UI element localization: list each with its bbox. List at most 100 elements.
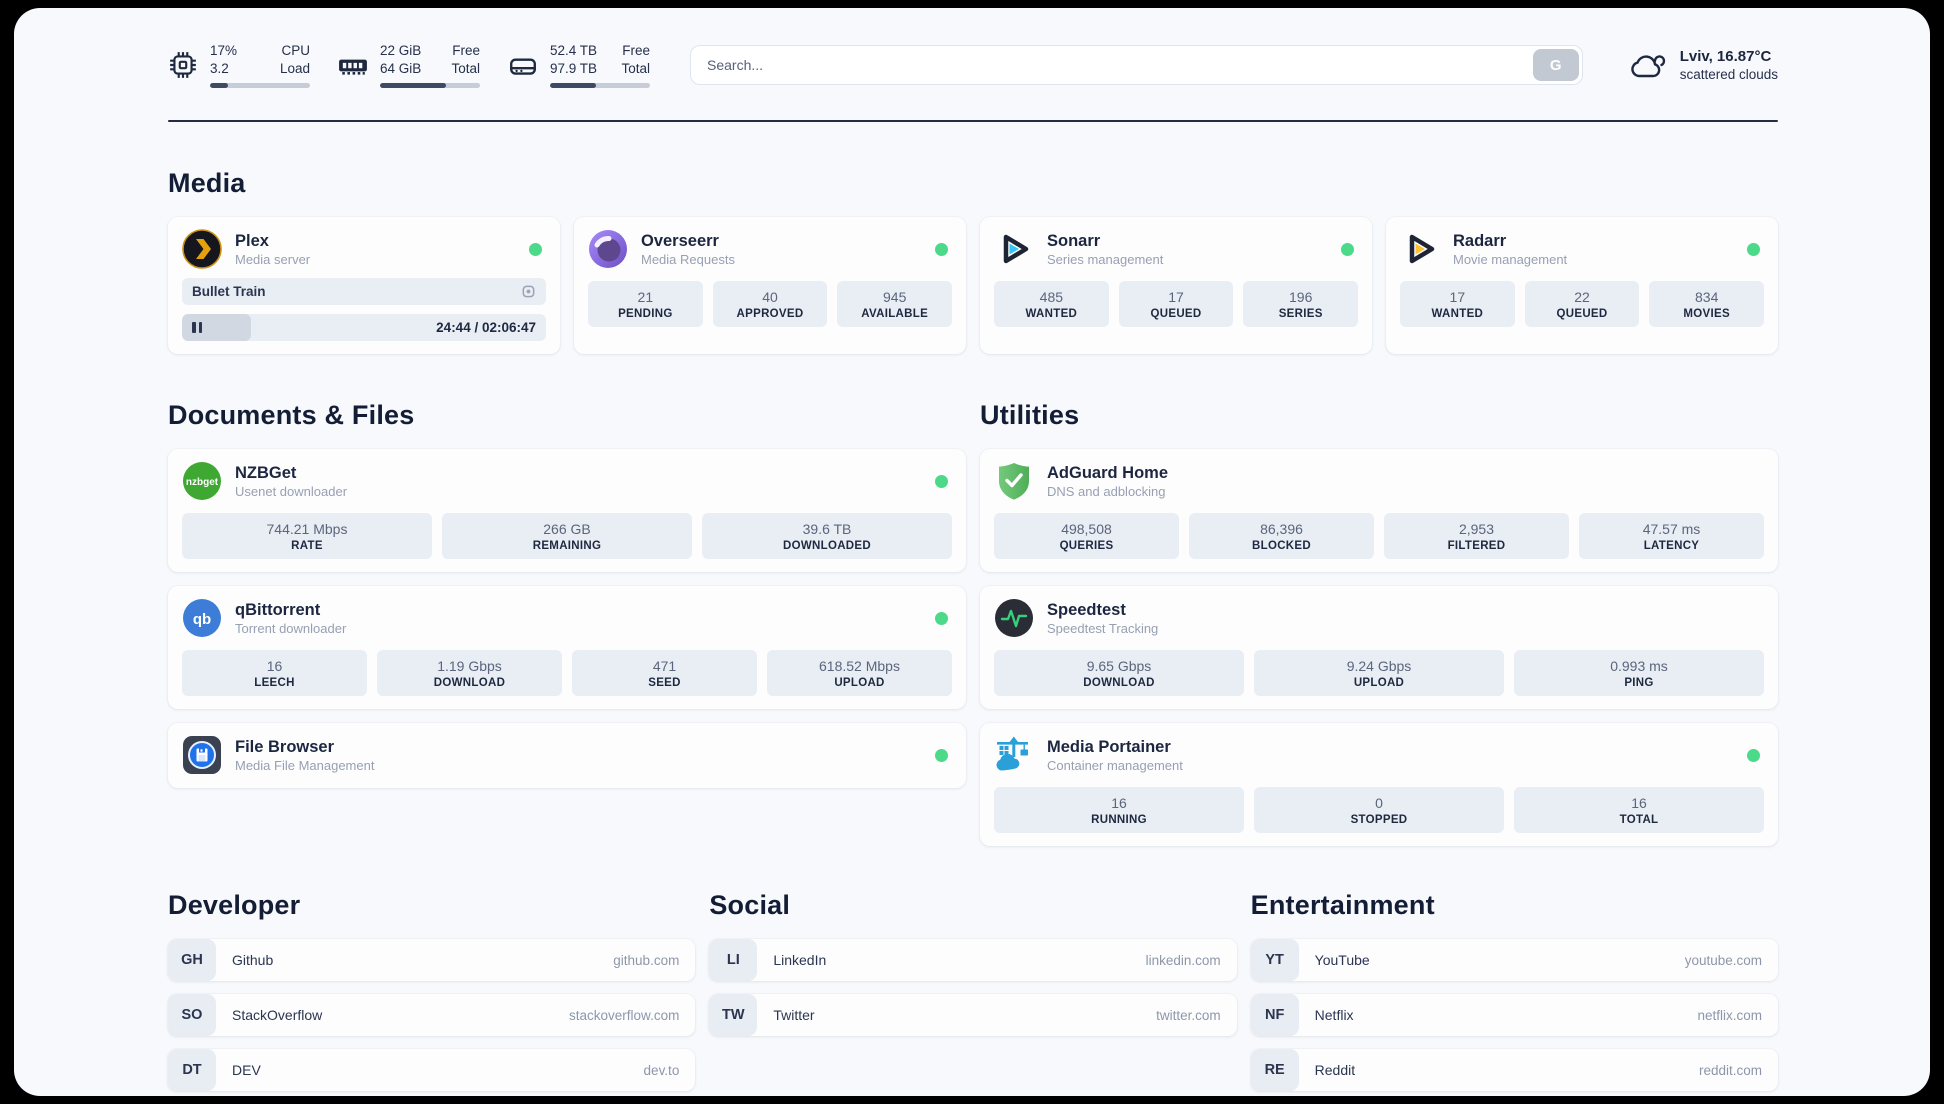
disk-progress-bar <box>550 82 650 88</box>
app-card-adguard[interactable]: AdGuard Home DNS and adblocking 498,508 Q… <box>980 449 1778 572</box>
app-name: Overseerr <box>641 231 719 250</box>
bookmark-name: YouTube <box>1314 952 1370 968</box>
disk-stat: 52.4 TB 97.9 TB Free Total <box>508 42 650 88</box>
stat-queued: 17 QUEUED <box>1118 281 1234 327</box>
bookmark-linkedin[interactable]: LI LinkedIn linkedin.com <box>709 939 1237 981</box>
bookmark-stackoverflow[interactable]: SO StackOverflow stackoverflow.com <box>168 994 696 1036</box>
social-column: Social LI LinkedIn linkedin.com TW Twitt… <box>709 846 1237 1049</box>
bookmark-url: dev.to <box>643 1062 680 1078</box>
speedtest-pulse-icon <box>994 598 1034 638</box>
app-card-qbittorrent[interactable]: qb qBittorrent Torrent downloader <box>168 586 966 709</box>
search-input[interactable] <box>690 45 1583 85</box>
stat-filtered: 2,953 FILTERED <box>1384 513 1569 559</box>
media-grid: Plex Media server Bullet Train <box>168 217 1778 354</box>
weather-location-temp: Lviv, 16.87°C <box>1679 48 1772 65</box>
app-name: Sonarr <box>1047 231 1101 250</box>
bookmark-name: StackOverflow <box>232 1007 323 1023</box>
cpu-progress-bar <box>210 82 310 88</box>
svg-text:nzbget: nzbget <box>186 477 219 488</box>
bookmark-name: Twitter <box>773 1007 815 1023</box>
app-card-plex[interactable]: Plex Media server Bullet Train <box>168 217 560 354</box>
ram-progress-bar <box>380 82 480 88</box>
app-card-filebrowser[interactable]: File Browser Media File Management <box>168 723 966 788</box>
app-card-radarr[interactable]: Radarr Movie management 17 WANTED 22 QUEUE… <box>1386 217 1778 354</box>
viewfinder-icon <box>521 284 536 299</box>
search-bar: G <box>690 45 1583 85</box>
stat-leech: 16 LEECH <box>182 650 367 696</box>
bookmark-abbr: SO <box>168 994 216 1036</box>
stat-series: 196 SERIES <box>1243 281 1359 327</box>
app-subtitle: Series management <box>1047 252 1164 268</box>
top-bar: 17% 3.2 CPU Load <box>168 34 1778 96</box>
dashboard-frame: 17% 3.2 CPU Load <box>14 8 1930 1096</box>
disk-total-value: 97.9 TB <box>550 61 598 76</box>
system-stats: 17% 3.2 CPU Load <box>168 42 650 88</box>
filebrowser-icon <box>182 735 222 775</box>
app-subtitle: DNS and adblocking <box>1047 484 1166 500</box>
app-card-nzbget[interactable]: nzbget NZBGet Usenet downloader 74 <box>168 449 966 572</box>
bookmark-youtube[interactable]: YT YouTube youtube.com <box>1250 939 1778 981</box>
app-name: Speedtest <box>1047 600 1126 619</box>
cpu-load-value: 3.2 <box>210 61 229 76</box>
pause-icon <box>192 322 202 333</box>
stat-wanted: 485 WANTED <box>994 281 1109 327</box>
stat-blocked: 86,396 BLOCKED <box>1189 513 1374 559</box>
adguard-shield-icon <box>994 461 1034 501</box>
entertainment-column: Entertainment YT YouTube youtube.com NF … <box>1250 846 1778 1096</box>
stat-pending: 21 PENDING <box>588 281 703 327</box>
documents-column: Documents & Files nzbget <box>168 354 966 788</box>
bookmark-name: Github <box>232 952 274 968</box>
bookmark-github[interactable]: GH Github github.com <box>168 939 696 981</box>
bookmark-url: github.com <box>613 952 680 968</box>
ram-free-label: Free <box>452 43 480 59</box>
app-card-speedtest[interactable]: Speedtest Speedtest Tracking 9.65 Gbps DO… <box>980 586 1778 709</box>
app-subtitle: Speedtest Tracking <box>1047 621 1159 637</box>
cpu-usage-value: 17% <box>210 43 238 59</box>
bookmark-reddit[interactable]: RE Reddit reddit.com <box>1250 1049 1778 1091</box>
status-online-dot <box>935 748 948 762</box>
app-card-portainer[interactable]: Media Portainer Container management 16 R… <box>980 723 1778 846</box>
app-name: Plex <box>235 231 269 250</box>
bookmark-abbr: LI <box>709 939 758 981</box>
app-subtitle: Container management <box>1047 758 1183 774</box>
stat-download: 1.19 Gbps DOWNLOAD <box>377 650 562 696</box>
bookmark-abbr: TW <box>709 994 758 1036</box>
bookmark-dev[interactable]: DT DEV dev.to <box>168 1049 696 1091</box>
section-title-social: Social <box>709 890 791 920</box>
status-online-dot <box>935 611 948 625</box>
ram-total-label: Total <box>451 61 480 76</box>
cpu-chip-icon <box>168 50 198 80</box>
app-subtitle: Media server <box>235 252 311 268</box>
stat-queued: 22 QUEUED <box>1524 281 1640 327</box>
bookmark-netflix[interactable]: NF Netflix netflix.com <box>1250 994 1778 1036</box>
bookmark-url: reddit.com <box>1698 1062 1762 1078</box>
now-playing-row: Bullet Train <box>182 278 546 305</box>
section-title-utilities: Utilities <box>980 400 1080 430</box>
app-card-overseerr[interactable]: Overseerr Media Requests 21 PENDING 40 APP… <box>574 217 966 354</box>
bookmark-url: netflix.com <box>1697 1007 1762 1023</box>
now-playing-title: Bullet Train <box>192 284 266 299</box>
search-engine-button[interactable]: G <box>1532 49 1579 81</box>
app-subtitle: Usenet downloader <box>235 484 348 500</box>
app-card-sonarr[interactable]: Sonarr Series management 485 WANTED 17 QUE… <box>980 217 1372 354</box>
bookmark-twitter[interactable]: TW Twitter twitter.com <box>709 994 1237 1036</box>
playback-progress-row: 24:44 / 02:06:47 <box>182 314 546 341</box>
ram-total-value: 64 GiB <box>380 61 422 76</box>
sonarr-icon <box>994 229 1034 269</box>
bookmark-name: LinkedIn <box>773 952 827 968</box>
app-subtitle: Torrent downloader <box>235 621 347 637</box>
app-name: Media Portainer <box>1047 737 1171 756</box>
bookmark-abbr: GH <box>168 939 216 981</box>
disk-total-label: Total <box>621 61 650 76</box>
bookmark-url: stackoverflow.com <box>569 1007 680 1023</box>
stat-wanted: 17 WANTED <box>1400 281 1515 327</box>
stat-seed: 471 SEED <box>572 650 757 696</box>
app-name: qBittorrent <box>235 600 321 619</box>
stat-remaining: 266 GB REMAINING <box>442 513 692 559</box>
app-name: NZBGet <box>235 463 297 482</box>
section-title-documents: Documents & Files <box>168 400 415 430</box>
section-title-entertainment: Entertainment <box>1250 890 1435 920</box>
stat-rate: 744.21 Mbps RATE <box>182 513 432 559</box>
cpu-load-label: Load <box>279 61 310 76</box>
cpu-label: CPU <box>281 43 310 59</box>
